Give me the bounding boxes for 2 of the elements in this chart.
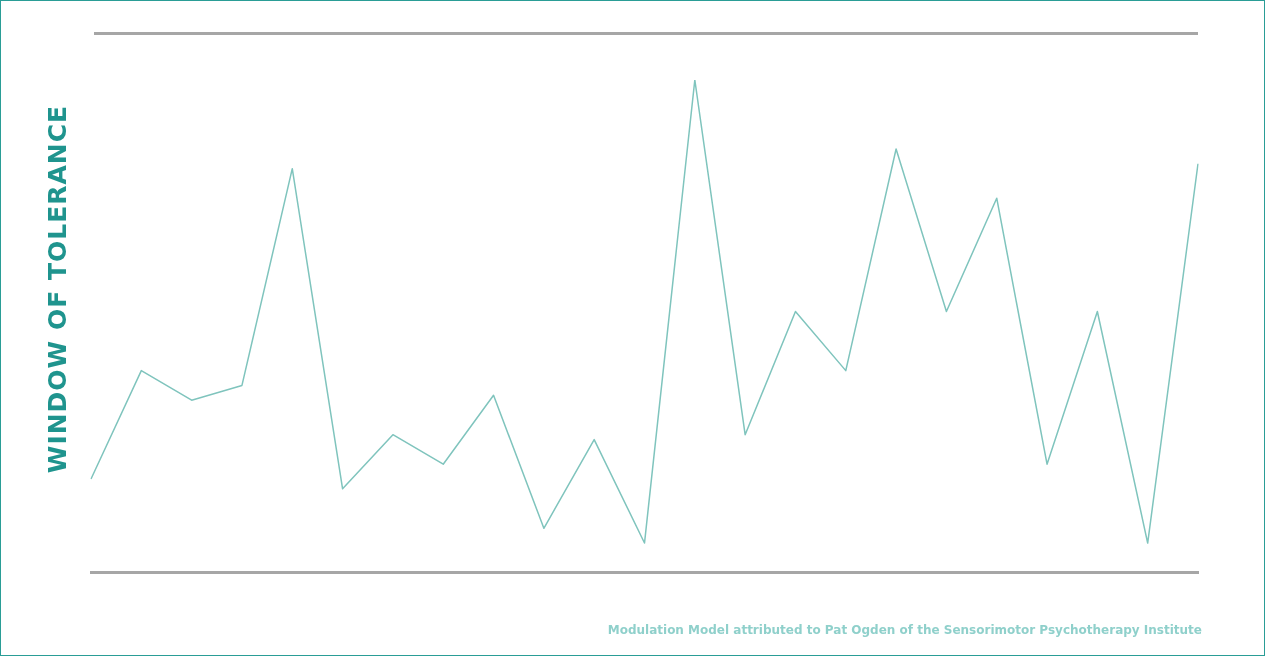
text: Modulation Model attributed to Pat Ogden of the Sensorimotor Psychotherapy Institute <box>607 623 1202 637</box>
y-axis-title: WINDOW OF TOLERANCE <box>42 104 72 474</box>
